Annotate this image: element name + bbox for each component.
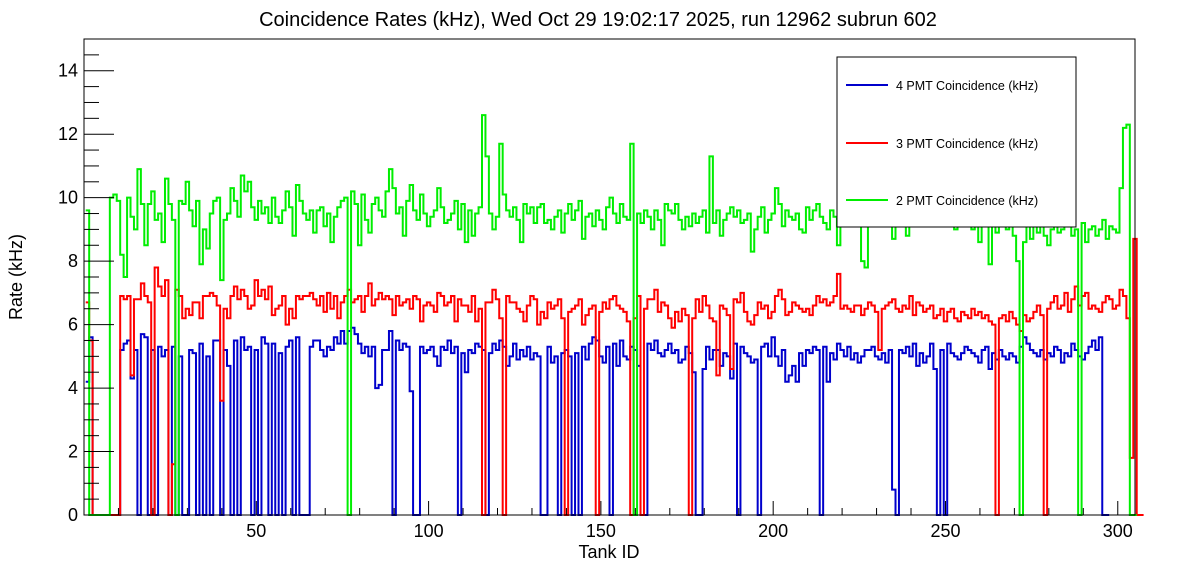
x-tick-label: 100 bbox=[414, 521, 444, 541]
y-tick-label: 0 bbox=[68, 505, 78, 525]
x-tick-label: 200 bbox=[758, 521, 788, 541]
series-line-1 bbox=[85, 326, 1110, 516]
axis-layer: 0 2 4 6 8 10 12 14 50 100 150 200 250 300 bbox=[58, 38, 1133, 541]
legend: 4 PMT Coincidence (kHz) 3 PMT Coincidence… bbox=[836, 56, 1077, 228]
legend-label-3: 2 PMT Coincidence (kHz) bbox=[896, 194, 1038, 208]
legend-label-1: 4 PMT Coincidence (kHz) bbox=[896, 79, 1038, 93]
y-tick-label: 14 bbox=[58, 61, 78, 81]
x-tick-label: 50 bbox=[246, 521, 266, 541]
x-axis-label: Tank ID bbox=[578, 542, 639, 562]
x-tick-label: 250 bbox=[930, 521, 960, 541]
series-line-2 bbox=[85, 237, 1144, 516]
x-tick-label: 300 bbox=[1103, 521, 1133, 541]
y-tick-label: 8 bbox=[68, 251, 78, 271]
y-tick-label: 4 bbox=[68, 378, 78, 398]
chart-title: Coincidence Rates (kHz), Wed Oct 29 19:0… bbox=[259, 9, 937, 31]
y-tick-label: 6 bbox=[68, 315, 78, 335]
y-tick-label: 2 bbox=[68, 442, 78, 462]
y-axis-label: Rate (kHz) bbox=[6, 234, 26, 320]
y-tick-label: 12 bbox=[58, 124, 78, 144]
y-tick-label: 10 bbox=[58, 188, 78, 208]
x-tick-label: 150 bbox=[586, 521, 616, 541]
legend-label-2: 3 PMT Coincidence (kHz) bbox=[896, 137, 1038, 151]
